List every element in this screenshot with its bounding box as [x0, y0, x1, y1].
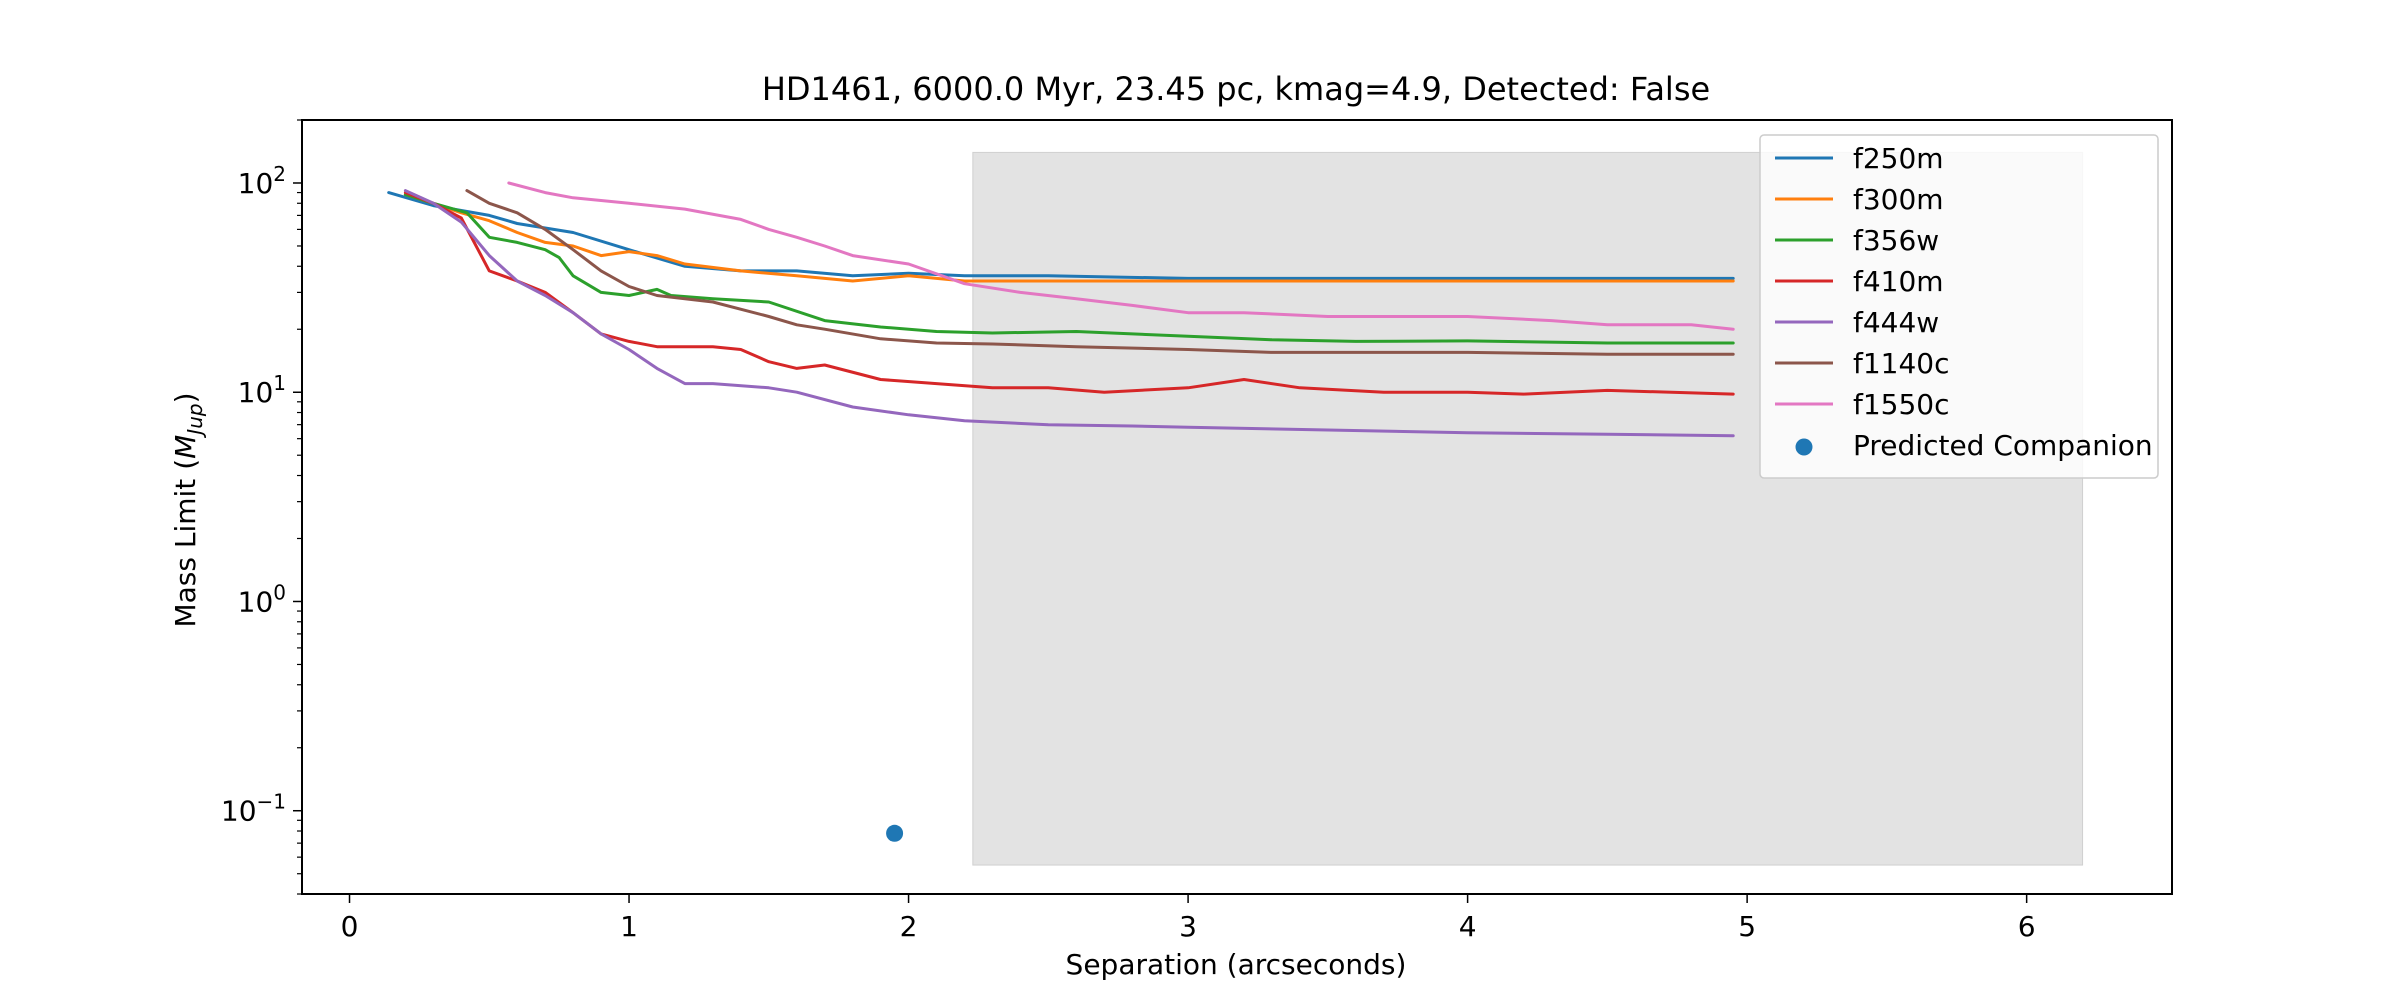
- legend: f250m f300m f356w f410m f444w f1140c f1550c Pre…: [1759, 134, 2159, 479]
- x-tick-label: 2: [900, 910, 918, 943]
- y-axis-label-prefix: Mass Limit (: [169, 459, 202, 628]
- legend-label-f356w: f356w: [1853, 224, 1939, 257]
- legend-items: f250m f300m f356w f410m f444w f1140c f1550c Pre…: [1775, 142, 2153, 462]
- series-line-f356w: [403, 193, 1735, 345]
- x-tick-label: 1: [620, 910, 638, 943]
- y-tick-label-base: 10: [238, 376, 274, 409]
- series-line-f1550c: [507, 181, 1735, 331]
- y-tick-label-base: 10: [221, 795, 257, 828]
- x-axis-label: Separation (arcseconds): [1066, 948, 1407, 981]
- legend-label-f1550c: f1550c: [1853, 388, 1950, 421]
- x-tick-label: 5: [1738, 910, 1756, 943]
- legend-swatch-predicted-companion: [1795, 438, 1813, 456]
- y-tick-label-exponent: 2: [273, 162, 286, 186]
- y-tick-label: 100: [238, 580, 286, 618]
- chart-title: HD1461, 6000.0 Myr, 23.45 pc, kmag=4.9, …: [762, 70, 1710, 108]
- scatter-layer: [886, 824, 904, 842]
- y-tick-label-exponent: −1: [257, 790, 286, 814]
- y-tick-label: 102: [238, 162, 286, 200]
- series-line-f300m: [403, 193, 1735, 283]
- series-line-f444w: [403, 189, 1735, 438]
- series-layer: [387, 181, 1735, 438]
- y-axis-label-symbol: M: [169, 435, 202, 459]
- legend-box: [1759, 134, 2159, 479]
- plot-frame: [301, 119, 2173, 895]
- series-line-f1140c: [465, 189, 1735, 356]
- legend-label-f300m: f300m: [1853, 183, 1944, 216]
- x-tick-layer: 0 1 2 3 4 5 6: [341, 894, 2036, 943]
- y-tick-label-exponent: 1: [273, 371, 286, 395]
- y-axis-label-subscript: Jup: [183, 403, 207, 438]
- x-tick-label: 6: [2018, 910, 2036, 943]
- series-line-f410m: [403, 191, 1735, 396]
- x-tick-label: 3: [1179, 910, 1197, 943]
- legend-label-f250m: f250m: [1853, 142, 1944, 175]
- legend-label-f410m: f410m: [1853, 265, 1944, 298]
- y-tick-label-exponent: 0: [273, 580, 286, 604]
- x-tick-label: 0: [341, 910, 359, 943]
- series-line-f250m: [387, 191, 1735, 280]
- y-tick-label-base: 10: [238, 585, 274, 618]
- legend-label-f1140c: f1140c: [1853, 347, 1950, 380]
- y-axis-label: Mass Limit (MJup): [169, 392, 207, 627]
- predicted-companion-point: [886, 824, 904, 842]
- y-axis-label-suffix: ): [169, 392, 202, 403]
- y-tick-label-base: 10: [238, 167, 274, 200]
- y-tick-label: 101: [238, 371, 286, 409]
- legend-label-predicted-companion: Predicted Companion: [1853, 429, 2153, 462]
- y-tick-label: 10−1: [221, 790, 286, 828]
- legend-label-f444w: f444w: [1853, 306, 1939, 339]
- x-tick-label: 4: [1459, 910, 1477, 943]
